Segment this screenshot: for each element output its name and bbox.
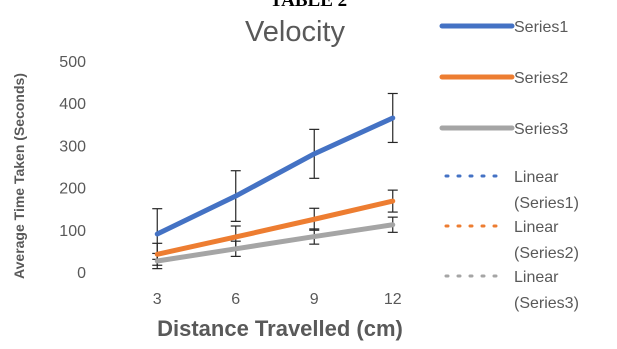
legend-label: (Series2): [514, 245, 579, 262]
x-tick-label: 3: [153, 291, 162, 308]
legend-label: Linear: [514, 219, 559, 236]
x-tick-label: 12: [384, 291, 402, 308]
y-tick-label: 400: [59, 96, 86, 113]
y-tick-label: 300: [59, 138, 86, 155]
series-line-series3: [154, 222, 396, 264]
chart-title: Velocity: [245, 16, 345, 48]
legend-label: Series2: [514, 70, 568, 87]
legend-label: Series3: [514, 121, 568, 138]
y-tick-label: 500: [59, 54, 86, 71]
legend-label: (Series3): [514, 295, 579, 312]
legend-label: Linear: [514, 269, 559, 286]
y-tick-label: 0: [77, 265, 86, 282]
x-tick-label: 9: [310, 291, 319, 308]
y-tick-label: 100: [59, 223, 86, 240]
table-heading: TABLE 2: [269, 0, 348, 11]
y-tick-label: 200: [59, 181, 86, 198]
series-line-series2: [154, 198, 396, 257]
series-line-series1: [154, 115, 396, 237]
legend-label: Linear: [514, 169, 559, 186]
x-tick-label: 6: [231, 291, 240, 308]
legend-label: Series1: [514, 19, 568, 36]
x-axis-label: Distance Travelled (cm): [157, 316, 403, 341]
legend-label: (Series1): [514, 195, 579, 212]
